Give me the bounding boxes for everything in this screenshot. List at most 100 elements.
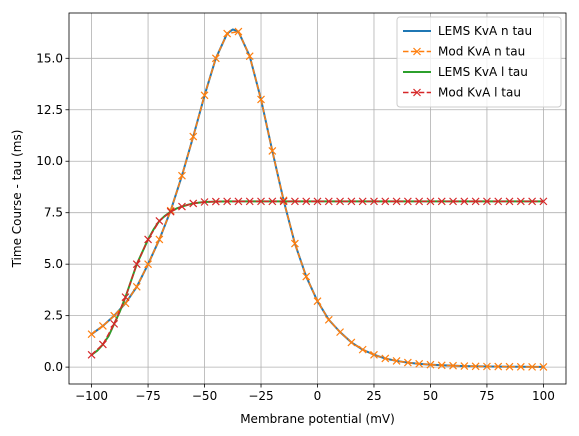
data-point	[449, 361, 457, 370]
y-tick-label: 0.0	[44, 360, 63, 374]
legend-label: Mod KvA l tau	[438, 86, 521, 100]
data-point	[426, 197, 435, 206]
data-point	[528, 197, 537, 206]
data-point	[539, 197, 548, 206]
x-tick-label: 25	[366, 389, 381, 403]
data-point	[211, 197, 220, 206]
data-point	[279, 197, 288, 206]
data-point	[505, 197, 514, 206]
legend-label: LEMS KvA l tau	[438, 65, 528, 79]
data-point	[381, 354, 390, 363]
y-axis-ticks: 0.0 2.5 5.0 7.5 10.0 12.5 15.0	[36, 51, 69, 374]
legend-item: LEMS KvA n tau	[403, 24, 532, 38]
x-tick-label: −25	[248, 389, 273, 403]
y-tick-label: 15.0	[36, 51, 63, 65]
data-point	[132, 260, 141, 269]
data-point	[528, 362, 537, 371]
legend-item: Mod KvA n tau	[403, 45, 525, 59]
x-tick-label: 50	[423, 389, 438, 403]
data-point	[471, 362, 480, 371]
y-tick-label: 5.0	[44, 257, 63, 271]
data-point	[381, 197, 390, 206]
data-point	[178, 171, 186, 180]
y-tick-label: 12.5	[36, 103, 63, 117]
legend-item: Mod KvA l tau	[403, 86, 521, 100]
y-tick-label: 10.0	[36, 154, 63, 168]
data-point	[290, 197, 299, 206]
series-4	[87, 197, 548, 359]
data-point	[110, 319, 119, 328]
data-point	[449, 197, 457, 206]
x-axis-label: Membrane potential (mV)	[240, 412, 395, 426]
data-point	[121, 293, 130, 302]
data-point	[483, 362, 491, 371]
data-point	[302, 272, 311, 281]
data-point	[166, 207, 175, 216]
data-point	[358, 197, 367, 206]
series-layer	[87, 27, 548, 371]
legend-label: LEMS KvA n tau	[438, 24, 532, 38]
plot-frame	[68, 12, 567, 385]
y-axis-label: Time Course - tau (ms)	[10, 130, 24, 269]
data-point	[268, 147, 277, 155]
data-point	[313, 197, 322, 206]
data-point	[211, 54, 220, 63]
data-point	[336, 197, 345, 206]
data-point	[87, 330, 96, 339]
data-point	[426, 360, 435, 369]
data-point	[471, 197, 480, 206]
data-point	[415, 197, 424, 206]
data-point	[392, 197, 401, 206]
grid	[69, 13, 566, 384]
data-point	[144, 235, 152, 244]
data-point	[302, 197, 311, 206]
data-point	[245, 197, 254, 206]
data-point	[392, 357, 401, 365]
x-tick-label: 0	[314, 389, 322, 403]
data-point	[178, 202, 186, 211]
data-point	[155, 235, 164, 244]
data-point	[347, 338, 356, 347]
data-point	[403, 358, 412, 367]
legend: LEMS KvA n tau Mod KvA n tau LEMS KvA l ta…	[396, 16, 562, 108]
data-point	[234, 27, 243, 36]
data-point	[403, 197, 412, 206]
data-point	[494, 362, 503, 371]
data-point	[155, 217, 164, 225]
data-point	[98, 322, 107, 330]
x-tick-label: 75	[479, 389, 494, 403]
data-point	[516, 197, 525, 206]
data-point	[437, 197, 446, 206]
data-point	[257, 197, 265, 206]
data-point	[324, 197, 333, 206]
y-tick-label: 2.5	[44, 309, 63, 323]
data-point	[347, 197, 356, 206]
data-point	[268, 197, 277, 206]
data-point	[189, 199, 198, 208]
data-point	[516, 362, 525, 371]
data-point	[290, 239, 299, 248]
x-tick-label: −50	[192, 389, 217, 403]
data-point	[505, 362, 514, 371]
data-point	[98, 340, 107, 349]
legend-label: Mod KvA n tau	[438, 45, 525, 59]
data-point	[223, 29, 232, 38]
data-point	[437, 361, 446, 370]
x-tick-label: −75	[135, 389, 160, 403]
data-point	[313, 297, 322, 306]
data-point	[144, 260, 152, 269]
x-axis-ticks: −100 −75 −50 −25 0 25 50 75 100	[75, 384, 555, 403]
series-2	[87, 27, 548, 371]
data-point	[370, 197, 378, 206]
data-point	[245, 52, 254, 61]
data-point	[324, 315, 333, 324]
data-point	[539, 362, 548, 371]
data-point	[370, 350, 378, 359]
data-point	[132, 282, 141, 291]
data-point	[200, 198, 209, 206]
data-point	[279, 196, 288, 205]
data-point	[415, 359, 424, 368]
data-point	[358, 345, 367, 354]
data-point	[234, 197, 243, 206]
data-point	[494, 197, 503, 206]
